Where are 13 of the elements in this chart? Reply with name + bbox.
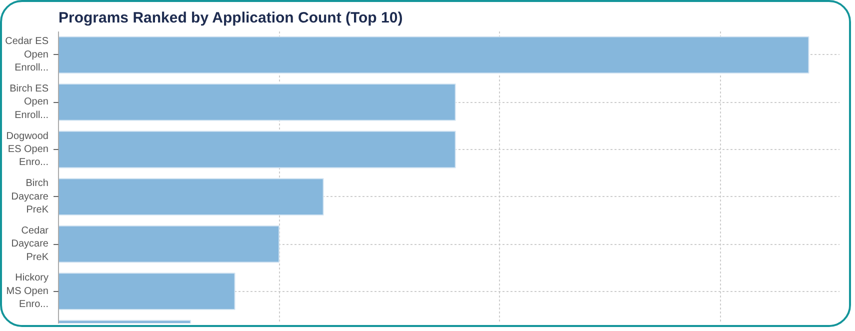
chart-title: Programs Ranked by Application Count (Top 10) <box>58 10 403 26</box>
bar <box>58 130 456 168</box>
y-tick-label: Cedar ES Open Enroll... <box>5 36 49 74</box>
bar <box>58 225 280 263</box>
y-tick-label: Dogwood ES Open Enro... <box>6 130 49 168</box>
bar <box>58 178 324 216</box>
bar <box>58 83 456 121</box>
y-tick-label: Hickory MS Open Enro... <box>6 272 49 310</box>
bar <box>58 272 236 310</box>
y-tick-label: Birch Daycare PreK <box>11 178 49 216</box>
y-tick-label: Cedar Daycare PreK <box>11 225 50 263</box>
bar <box>58 36 810 74</box>
y-tick-label: Birch ES Open Enroll... <box>10 83 49 121</box>
